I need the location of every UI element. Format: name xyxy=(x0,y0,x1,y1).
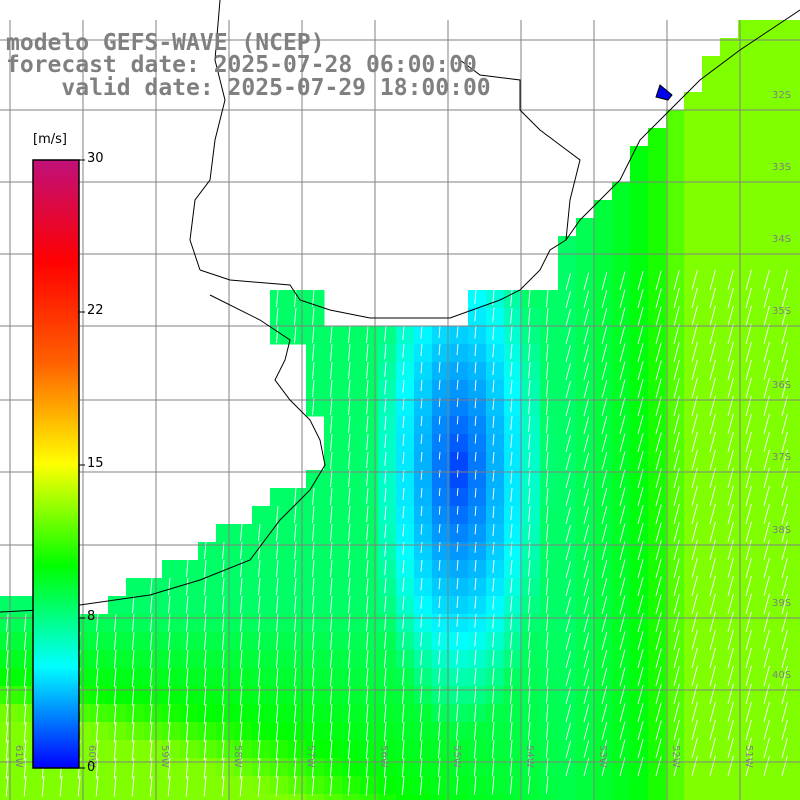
coastline xyxy=(0,0,800,613)
lon-label: 56W xyxy=(378,745,389,768)
colorbar-tick-15: 15 xyxy=(87,456,104,471)
lon-label: 58W xyxy=(232,745,243,768)
lon-label: 51W xyxy=(743,745,754,768)
lon-label: 61W xyxy=(13,745,24,768)
lon-label: 59W xyxy=(159,745,170,768)
lat-label: 40S xyxy=(772,670,791,681)
lon-label: 55W xyxy=(451,745,462,768)
coastline-argentina xyxy=(0,294,326,613)
lat-label: 39S xyxy=(772,598,791,609)
colorbar-unit: [m/s] xyxy=(33,132,67,147)
lon-label: 54W xyxy=(524,745,535,768)
title-valid-date-text: valid date: 2025-07-29 18:00:00 xyxy=(61,75,491,101)
lat-label: 38S xyxy=(772,525,791,536)
colorbar xyxy=(32,159,85,769)
colorbar-tick-30: 30 xyxy=(87,151,104,166)
lat-label: 34S xyxy=(772,234,791,245)
coastline-east xyxy=(565,9,800,241)
title-valid-date: valid date: 2025-07-29 18:00:00 xyxy=(6,75,491,101)
title-model: modelo GEFS-WAVE (NCEP) xyxy=(6,30,325,56)
grid-labels: 61W 60W 59W 58W 57W 56W 55W 54W 53W 52W 51W 32S 33S 3… xyxy=(13,90,791,768)
lon-label: 60W xyxy=(86,745,97,768)
lat-label: 37S xyxy=(772,452,791,463)
lon-label: 57W xyxy=(305,745,316,768)
colorbar-ticks xyxy=(79,159,85,769)
coastline-rio-plata-north xyxy=(199,239,567,319)
lat-label: 35S xyxy=(772,306,791,317)
lat-label: 36S xyxy=(772,380,791,391)
lon-label: 52W xyxy=(670,745,681,768)
wind-speed-field xyxy=(0,20,800,800)
wind-vector-arrows xyxy=(5,269,788,797)
lat-label: 32S xyxy=(772,90,791,101)
colorbar-tick-8: 8 xyxy=(87,609,96,624)
river-border-uruguay xyxy=(189,0,226,271)
colorbar-tick-0: 0 xyxy=(87,760,96,775)
lat-label: 33S xyxy=(772,162,791,173)
colorbar-tick-22: 22 xyxy=(87,303,104,318)
title-forecast-date: forecast date: 2025-07-28 06:00:00 xyxy=(6,52,477,78)
lagoa-dos-patos xyxy=(655,84,673,101)
lon-label: 53W xyxy=(597,745,608,768)
lat-lon-grid xyxy=(0,20,800,800)
border-brazil-uruguay xyxy=(459,59,581,241)
colorbar-fill xyxy=(32,159,80,769)
